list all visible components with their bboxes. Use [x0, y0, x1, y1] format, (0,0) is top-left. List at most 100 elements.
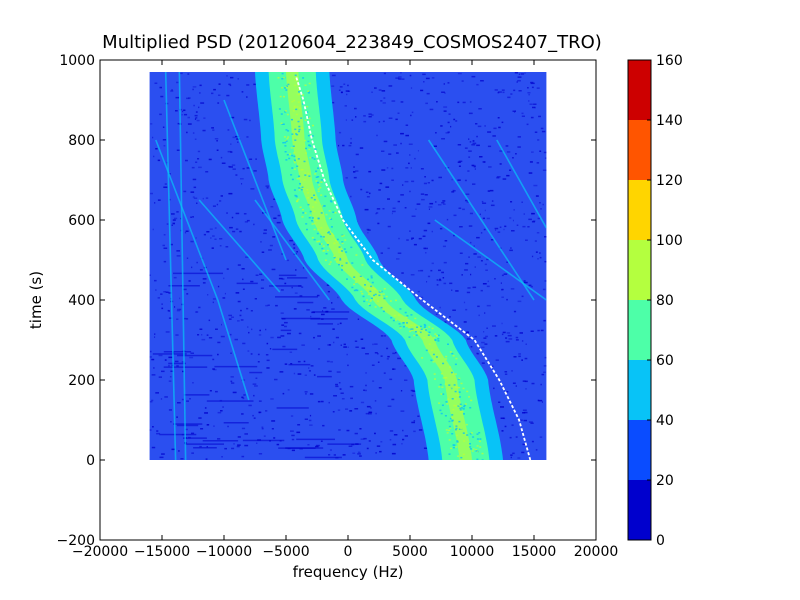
noise-speck [176, 211, 179, 213]
noise-stripe [163, 366, 208, 368]
signal-speck [329, 233, 332, 235]
noise-speck [179, 308, 182, 311]
noise-speck [479, 213, 481, 216]
noise-speck [468, 225, 473, 227]
noise-speck [228, 192, 233, 195]
noise-speck [191, 166, 195, 169]
noise-speck [495, 359, 499, 361]
noise-speck [507, 334, 512, 337]
signal-speck [380, 290, 383, 293]
noise-speck [527, 226, 530, 228]
noise-speck [279, 371, 284, 373]
noise-speck [469, 212, 473, 215]
noise-speck [176, 149, 180, 151]
signal-speck [431, 327, 434, 330]
noise-speck [213, 88, 216, 91]
noise-speck [357, 453, 361, 455]
noise-speck [501, 288, 504, 291]
signal-speck [464, 403, 467, 405]
noise-speck [231, 382, 235, 384]
noise-speck [322, 424, 325, 427]
noise-speck [293, 372, 296, 375]
noise-speck [541, 130, 546, 133]
noise-speck [368, 170, 372, 173]
signal-speck [282, 123, 285, 125]
signal-speck [315, 170, 318, 172]
noise-speck [410, 114, 412, 117]
noise-speck [265, 304, 269, 307]
noise-speck [261, 427, 264, 430]
noise-speck [335, 336, 339, 339]
noise-speck [469, 101, 472, 103]
noise-speck [266, 359, 270, 362]
noise-speck [302, 267, 305, 269]
colorbar-tick-label: 80 [656, 293, 674, 309]
noise-speck [359, 147, 364, 149]
noise-speck [253, 394, 255, 397]
noise-speck [539, 150, 542, 152]
noise-speck [521, 359, 523, 361]
noise-speck [298, 332, 302, 335]
noise-stripe [168, 362, 186, 365]
noise-speck [342, 454, 346, 456]
noise-speck [338, 131, 342, 134]
noise-speck [339, 388, 342, 390]
signal-speck [451, 420, 454, 422]
noise-stripe [163, 351, 192, 353]
noise-speck [339, 322, 342, 325]
noise-speck [442, 203, 446, 205]
noise-speck [468, 156, 471, 158]
noise-speck [366, 405, 371, 408]
noise-speck [504, 425, 507, 428]
noise-speck [204, 412, 208, 414]
signal-speck [301, 208, 304, 211]
signal-speck [377, 300, 379, 302]
noise-speck [150, 192, 153, 195]
noise-speck [488, 166, 492, 168]
noise-speck [337, 409, 341, 411]
noise-speck [192, 178, 197, 181]
noise-speck [515, 385, 517, 387]
signal-speck [405, 325, 408, 327]
noise-speck [494, 278, 496, 280]
noise-speck [521, 340, 524, 342]
noise-speck [206, 231, 210, 233]
noise-stripe [272, 348, 298, 351]
noise-speck [535, 251, 538, 253]
noise-speck [200, 102, 205, 104]
noise-speck [332, 328, 335, 330]
noise-speck [538, 115, 541, 118]
noise-speck [343, 83, 346, 85]
signal-speck [305, 152, 307, 154]
noise-speck [398, 78, 402, 80]
signal-speck [296, 178, 299, 180]
colorbar-band [628, 60, 651, 120]
noise-speck [191, 432, 195, 435]
noise-stripe [193, 447, 217, 449]
noise-speck [402, 184, 404, 186]
noise-speck [153, 155, 155, 158]
signal-speck [280, 113, 283, 115]
colorbar-tick-label: 40 [656, 413, 674, 429]
noise-speck [528, 284, 532, 287]
noise-speck [518, 353, 521, 355]
signal-speck [298, 91, 300, 93]
noise-speck [208, 319, 211, 322]
noise-speck [494, 227, 499, 230]
signal-speck [476, 438, 479, 440]
noise-speck [506, 151, 511, 153]
noise-speck [212, 205, 216, 207]
signal-speck [371, 281, 374, 284]
signal-speck [455, 425, 458, 427]
noise-speck [387, 405, 392, 407]
signal-speck [294, 128, 297, 131]
noise-speck [248, 331, 250, 334]
noise-speck [313, 374, 316, 376]
noise-speck [349, 385, 354, 388]
noise-speck [485, 269, 488, 271]
signal-speck [299, 206, 302, 208]
noise-speck [274, 378, 278, 381]
noise-speck [540, 383, 542, 386]
signal-speck [344, 239, 347, 241]
noise-speck [190, 191, 195, 193]
